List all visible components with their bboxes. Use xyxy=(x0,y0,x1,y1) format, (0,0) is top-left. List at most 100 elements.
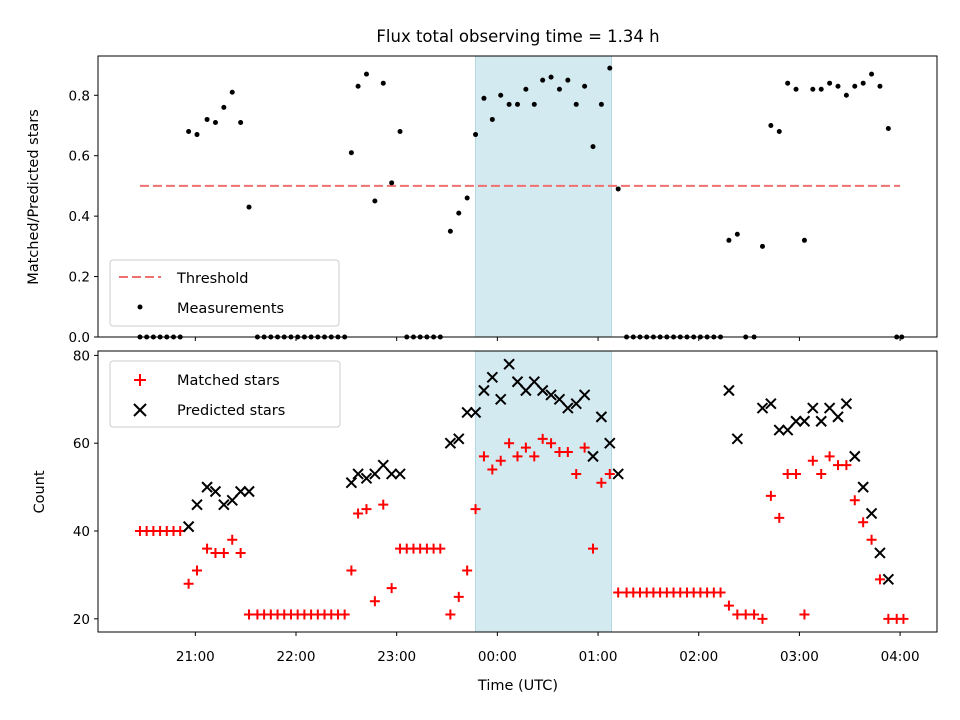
predicted-star-point xyxy=(587,450,599,463)
matched-star-point xyxy=(546,438,557,449)
matched-star-point xyxy=(562,446,573,457)
predicted-star-point xyxy=(345,477,358,489)
top-y-ticks: 0.0 0.2 0.4 0.6 0.8 xyxy=(69,88,98,346)
measurement-point xyxy=(238,119,244,125)
predicted-star-point xyxy=(790,415,802,427)
y-tick-label: 20 xyxy=(73,612,90,628)
measurement-point xyxy=(565,77,571,83)
legend-measurements-label: Measurements xyxy=(177,301,284,317)
predicted-star-point xyxy=(461,406,473,419)
predicted-star-point xyxy=(731,433,744,445)
predicted-star-point xyxy=(857,481,869,493)
bottom-x-ticks: 21:00 22:00 23:00 00:00 01:00 02:00 03:00 04:00 xyxy=(176,632,920,665)
y-tick-label: 0.2 xyxy=(69,270,90,286)
measurement-point xyxy=(607,65,613,71)
matched-star-point xyxy=(487,464,498,475)
measurement-point xyxy=(389,180,395,186)
y-tick-label: 40 xyxy=(73,524,90,540)
matched-star-point xyxy=(749,609,760,620)
measurement-point xyxy=(473,132,479,138)
top-x-ticks xyxy=(194,337,901,341)
matched-star-point xyxy=(723,600,734,611)
measurement-point xyxy=(726,237,732,243)
matched-star-point xyxy=(183,578,194,589)
matched-star-point xyxy=(816,468,827,479)
matched-star-point xyxy=(774,512,785,523)
legend-matched-label: Matched stars xyxy=(177,373,280,389)
matched-star-point xyxy=(369,596,380,607)
predicted-star-point xyxy=(807,402,819,414)
measurement-point xyxy=(540,77,546,83)
chart-title: Flux total observing time = 1.34 h xyxy=(376,27,659,46)
matched-star-point xyxy=(520,442,531,453)
x-tick-label: 04:00 xyxy=(881,649,920,665)
bottom-panel: 20 40 60 80 21:00 22:00 23:00 00:00 01:00 02:00 0… xyxy=(32,348,938,665)
predicted-star-point xyxy=(226,494,238,506)
measurement-point xyxy=(194,132,200,138)
predicted-star-point xyxy=(874,547,886,559)
y-tick-label: 0.8 xyxy=(69,88,90,104)
matched-star-point xyxy=(445,609,456,620)
predicted-star-point xyxy=(604,437,616,449)
x-tick-label: 23:00 xyxy=(377,649,416,665)
top-legend-box xyxy=(109,259,340,327)
measurement-point xyxy=(523,86,529,92)
measurement-point xyxy=(186,129,192,135)
predicted-star-point xyxy=(234,485,247,498)
predicted-star-point xyxy=(849,450,861,463)
matched-star-point xyxy=(588,543,599,554)
legend-threshold-label: Threshold xyxy=(176,271,248,287)
measurement-point xyxy=(801,237,807,243)
predicted-star-point xyxy=(469,406,482,419)
measurement-point xyxy=(734,231,740,237)
y-tick-label: 0.4 xyxy=(69,209,90,225)
predicted-star-point xyxy=(503,358,515,370)
matched-star-point xyxy=(757,613,768,624)
predicted-star-point xyxy=(377,459,389,471)
bottom-y-ticks: 20 40 60 80 xyxy=(73,348,98,628)
matched-star-point xyxy=(782,468,793,479)
measurement-point xyxy=(759,243,765,249)
y-tick-label: 0.0 xyxy=(69,330,90,346)
matched-star-point xyxy=(462,565,473,576)
matched-star-point xyxy=(453,591,464,602)
predicted-star-point xyxy=(612,468,624,480)
matched-star-point xyxy=(841,460,852,471)
matched-star-point xyxy=(529,451,540,462)
predicted-star-point xyxy=(385,468,398,480)
matched-star-point xyxy=(386,583,397,594)
predicted-star-point xyxy=(520,384,532,397)
predicted-star-point xyxy=(478,384,490,397)
measurement-point xyxy=(481,95,487,101)
predicted-star-point xyxy=(511,376,524,388)
measurement-point xyxy=(515,101,520,107)
x-tick-label: 02:00 xyxy=(679,649,718,665)
x-tick-label: 21:00 xyxy=(176,649,215,665)
x-tick-label: 03:00 xyxy=(780,649,819,665)
matched-star-point xyxy=(874,574,885,585)
bottom-y-axis-label: Count xyxy=(32,470,48,513)
measurement-point xyxy=(776,129,782,135)
predicted-star-point xyxy=(453,433,465,445)
x-axis-label: Time (UTC) xyxy=(477,678,558,694)
measurement-point xyxy=(582,83,588,89)
x-tick-label: 22:00 xyxy=(277,649,316,665)
matched-star-point xyxy=(765,490,776,501)
predicted-star-point xyxy=(444,437,457,449)
measurement-point xyxy=(573,101,579,107)
matched-star-point xyxy=(715,587,726,598)
matched-star-point xyxy=(210,547,221,558)
matched-star-point xyxy=(470,504,481,515)
matched-star-point xyxy=(346,565,357,576)
matched-star-point xyxy=(495,455,506,466)
bottom-legend: Matched stars Predicted stars xyxy=(109,360,341,428)
predicted-star-point xyxy=(865,507,878,520)
predicted-star-point xyxy=(209,485,222,498)
measurement-point xyxy=(768,122,774,128)
measurement-point xyxy=(489,116,495,122)
measurement-point xyxy=(598,101,604,107)
predicted-star-point xyxy=(545,389,557,401)
measurement-point xyxy=(556,86,562,92)
measurement-point xyxy=(498,92,504,98)
y-tick-label: 0.6 xyxy=(69,149,90,165)
